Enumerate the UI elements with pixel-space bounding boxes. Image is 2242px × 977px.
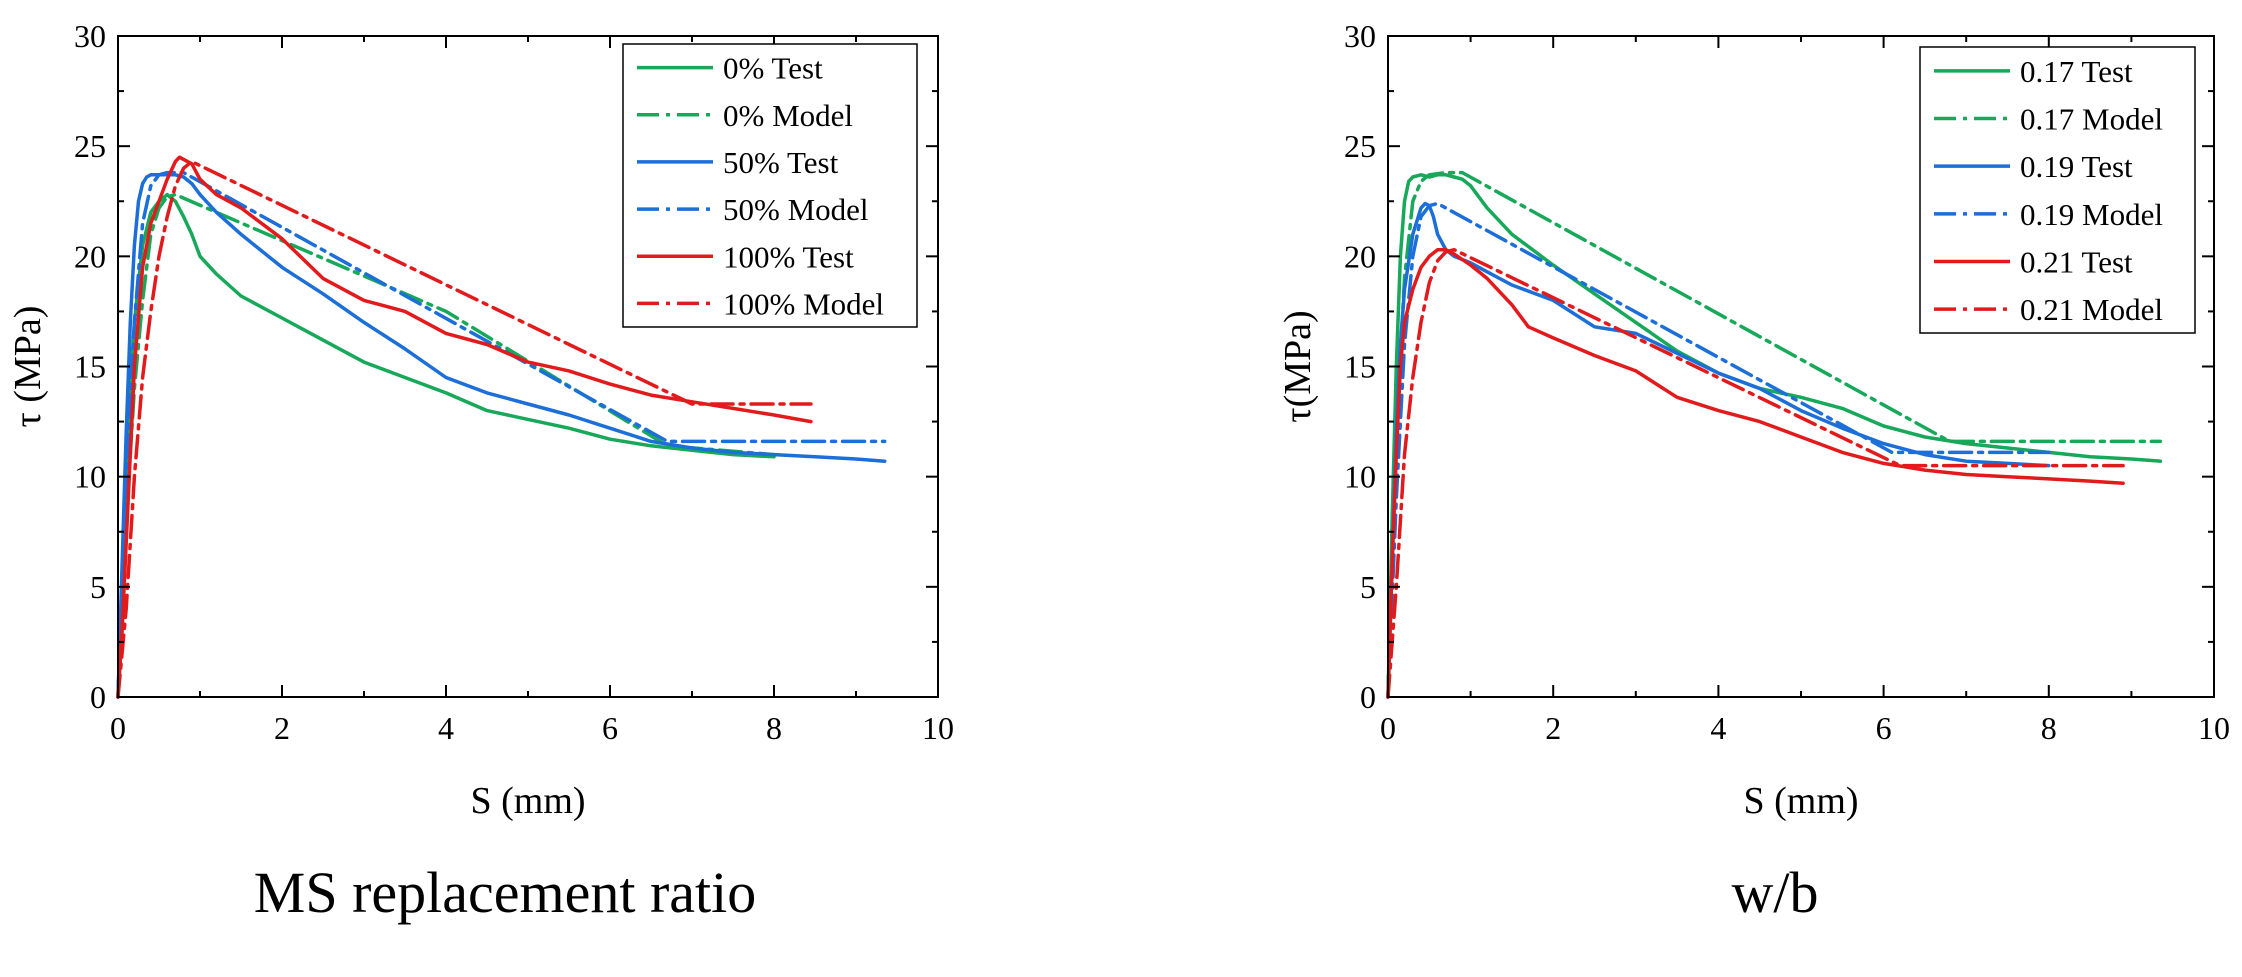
x-tick-label: 8 — [2041, 710, 2057, 746]
legend-label-3: 0.19 Model — [2020, 197, 2163, 232]
y-tick-label: 10 — [74, 459, 106, 495]
series-group — [1386, 170, 2163, 699]
x-tick-label: 4 — [438, 710, 454, 746]
y-axis-title: τ(MPa) — [1277, 310, 1319, 422]
legend-label-1: 0% Model — [723, 98, 853, 133]
series-line-3 — [116, 170, 887, 699]
y-tick-label: 15 — [74, 349, 106, 385]
series-line-4 — [1386, 247, 2125, 699]
x-axis-title: S (mm) — [470, 780, 585, 822]
x-tick-label: 2 — [274, 710, 290, 746]
series-group — [116, 155, 887, 699]
y-tick-label: 5 — [1360, 569, 1376, 605]
legend-box — [622, 43, 918, 328]
x-tick-label: 0 — [110, 710, 126, 746]
y-tick-label: 20 — [74, 238, 106, 274]
x-tick-label: 10 — [2198, 710, 2230, 746]
x-tick-label: 6 — [1876, 710, 1892, 746]
legend: 0.17 Test 0.17 Model 0.19 Test 0.19 Model 0.… — [1919, 46, 2196, 334]
y-tick-label: 25 — [74, 128, 106, 164]
x-axis-title: S (mm) — [1743, 780, 1858, 822]
y-tick-label: 5 — [90, 569, 106, 605]
legend-label-2: 50% Test — [723, 145, 839, 180]
x-tick-label: 6 — [602, 710, 618, 746]
y-tick-label: 0 — [90, 679, 106, 715]
y-tick-label: 10 — [1344, 459, 1376, 495]
y-tick-label: 30 — [1344, 18, 1376, 54]
x-tick-label: 0 — [1380, 710, 1396, 746]
y-tick-label: 15 — [1344, 349, 1376, 385]
legend-label-2: 0.19 Test — [2020, 149, 2133, 184]
series-line-5 — [1386, 247, 2125, 699]
legend-label-0: 0% Test — [723, 51, 823, 86]
legend-label-4: 100% Test — [723, 239, 854, 274]
y-tick-label: 25 — [1344, 128, 1376, 164]
legend-label-1: 0.17 Model — [2020, 102, 2163, 137]
series-line-1 — [116, 192, 776, 699]
chart-caption: MS replacement ratio — [254, 860, 757, 925]
y-tick-label: 30 — [74, 18, 106, 54]
x-tick-label: 4 — [1710, 710, 1726, 746]
y-tick-label: 0 — [1360, 679, 1376, 715]
x-tick-label: 10 — [922, 710, 954, 746]
x-tick-label: 8 — [766, 710, 782, 746]
series-line-5 — [116, 159, 813, 699]
legend-label-3: 50% Model — [723, 192, 869, 227]
chart-w-b: 0 2 4 6 8 10 0 5 10 15 20 25 30 S (mm) τ(MPa) w/b 0.17 T… — [1277, 18, 2230, 925]
series-line-3 — [1386, 201, 2051, 699]
legend-label-0: 0.17 Test — [2020, 54, 2133, 89]
chart-caption: w/b — [1732, 860, 1819, 925]
y-tick-label: 20 — [1344, 238, 1376, 274]
x-tick-label: 2 — [1545, 710, 1561, 746]
legend-label-5: 0.21 Model — [2020, 292, 2163, 327]
legend-label-5: 100% Model — [723, 286, 884, 321]
chart-ms-replacement-ratio: 0 2 4 6 8 10 0 5 10 15 20 25 30 S (mm) τ (MPa) MS repla… — [7, 18, 954, 925]
legend-label-4: 0.21 Test — [2020, 245, 2133, 280]
legend-box — [1919, 46, 2196, 334]
series-line-2 — [116, 173, 887, 699]
series-line-4 — [116, 155, 813, 699]
y-axis-title: τ (MPa) — [7, 306, 49, 428]
legend: 0% Test 0% Model 50% Test 50% Model 100% Tes… — [622, 43, 918, 328]
